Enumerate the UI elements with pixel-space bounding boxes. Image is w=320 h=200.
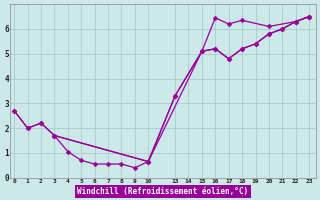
X-axis label: Windchill (Refroidissement éolien,°C): Windchill (Refroidissement éolien,°C) [77, 187, 249, 196]
